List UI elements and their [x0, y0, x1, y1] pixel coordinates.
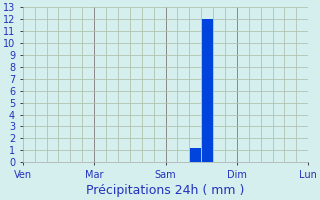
Bar — [190, 148, 201, 162]
X-axis label: Précipitations 24h ( mm ): Précipitations 24h ( mm ) — [86, 184, 245, 197]
Bar — [202, 19, 212, 162]
